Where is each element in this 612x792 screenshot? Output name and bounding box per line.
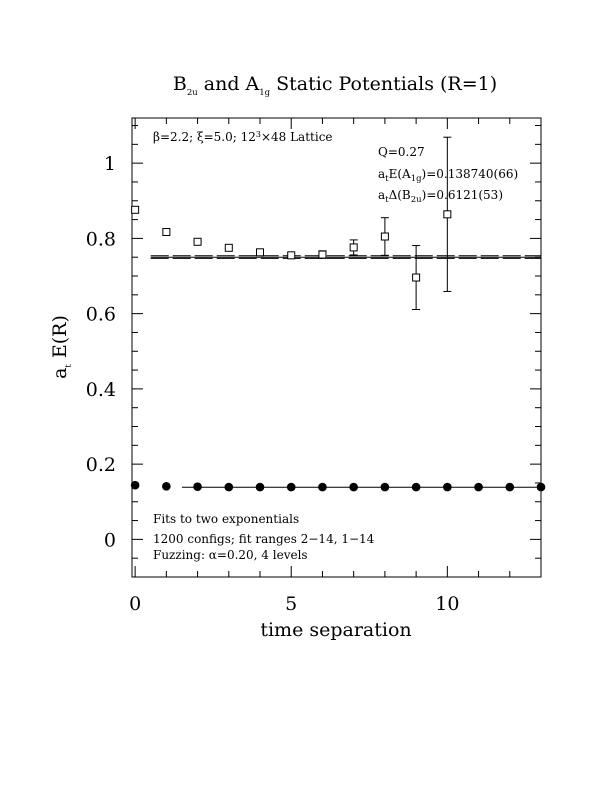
data-point-square [349,243,358,252]
plot-frame [131,117,542,578]
data-point-square [224,243,233,252]
y-tick-label: 0.8 [86,228,116,250]
x-tick-labels: 0 5 10 [129,593,459,615]
chart-title: B2u and A1g Static Potentials (R=1) [173,73,497,98]
data-point-circle [255,482,265,492]
axis-ticks [132,118,542,578]
data-point-circle [130,480,140,490]
q-annotation: Q=0.27 [378,145,425,159]
x-tick-label: 10 [435,593,459,615]
data-point-circle [349,482,358,492]
y-axis-label: at E(R) [49,315,74,379]
data-point-circle [443,482,452,492]
data-point-circle [411,482,421,492]
data-point-square [412,273,421,282]
config-note: 1200 configs; fit ranges 2−14, 1−14 [153,532,375,546]
lattice-annotation: β=2.2; ξ=5.0; 123×48 Lattice [153,130,333,144]
data-point-circle [162,482,171,491]
y-tick-labels: 0 0.2 0.4 0.6 0.8 1 [86,153,116,551]
y-tick-label: 0.6 [86,304,116,326]
data-point-square [193,237,202,246]
y-tick-label: 0 [104,529,116,551]
data-point-circle [286,482,296,492]
x-tick-label: 0 [129,593,141,615]
data-point-circle [474,482,483,492]
data-point-circle [318,482,327,492]
data-point-circle [193,482,202,492]
data-point-square [131,205,140,214]
fit-note: Fits to two exponentials [153,512,299,526]
x-axis-label: time separation [260,619,411,641]
data-point-square [256,248,265,257]
gap-annotation: atΔ(B2u)=0.6121(53) [378,188,503,205]
data-point-circle [380,482,390,492]
data-point-square [287,251,296,260]
energy-annotation: atE(A1g)=0.138740(66) [378,167,518,184]
y-tick-label: 0.4 [86,379,116,401]
data-point-square [318,250,327,259]
data-point-circle [536,482,546,492]
y-tick-label: 1 [104,153,116,175]
x-tick-label: 5 [285,593,297,615]
data-point-circle [505,482,515,492]
data-point-square [443,210,452,219]
fit-lines [150,255,541,488]
data-point-circle [224,482,234,492]
data-points [130,136,546,492]
data-point-square [162,227,171,236]
data-point-square [380,232,389,241]
y-tick-label: 0.2 [86,454,116,476]
fuzzing-note: Fuzzing: α=0.20, 4 levels [153,548,308,562]
